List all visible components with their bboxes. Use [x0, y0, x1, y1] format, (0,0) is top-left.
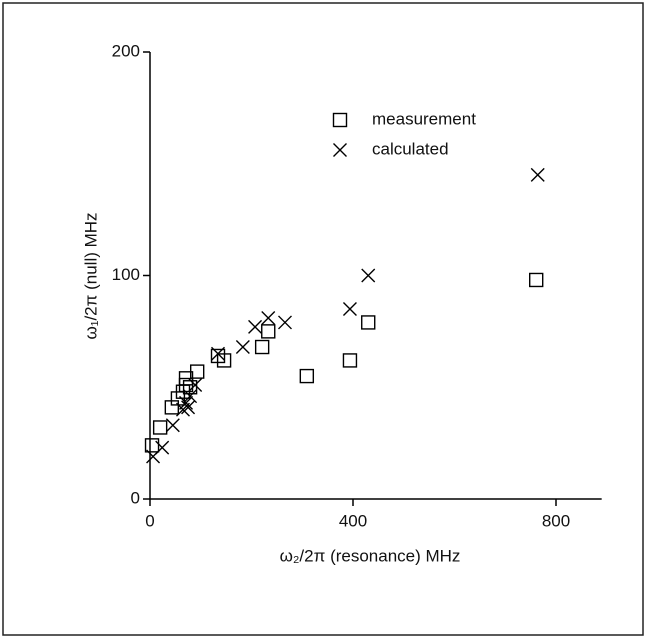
point [278, 315, 292, 330]
point [235, 340, 250, 355]
point [216, 353, 232, 368]
point [152, 420, 168, 435]
y-tick-label: 200 [112, 41, 140, 60]
y-axis-label: ω₁/2π (null) MHz [81, 212, 100, 339]
point [165, 418, 180, 433]
y-tick-label: 100 [112, 265, 140, 284]
point [144, 438, 160, 453]
point [188, 378, 203, 393]
point [361, 315, 376, 330]
point [175, 402, 190, 417]
point [261, 310, 276, 325]
point [179, 395, 194, 410]
x-tick-label: 0 [145, 511, 154, 530]
point [530, 167, 545, 182]
point [361, 268, 376, 283]
x-tick-label: 800 [542, 511, 570, 530]
legend-label: measurement [372, 109, 476, 128]
point [254, 339, 270, 355]
point [189, 364, 205, 379]
point [183, 389, 198, 404]
point [342, 353, 358, 368]
point [529, 272, 544, 288]
point [261, 324, 276, 339]
point [248, 319, 263, 334]
legend-marker [333, 143, 347, 157]
point [211, 346, 225, 361]
x-axis-label: ω₂/2π (resonance) MHz [280, 546, 461, 565]
y-tick-label: 0 [131, 488, 140, 507]
point [181, 400, 196, 415]
x-tick-label: 400 [339, 511, 367, 530]
point [342, 302, 357, 317]
point [155, 440, 170, 455]
legend-marker [332, 112, 348, 128]
legend-label: calculated [372, 139, 449, 158]
point [299, 368, 315, 384]
